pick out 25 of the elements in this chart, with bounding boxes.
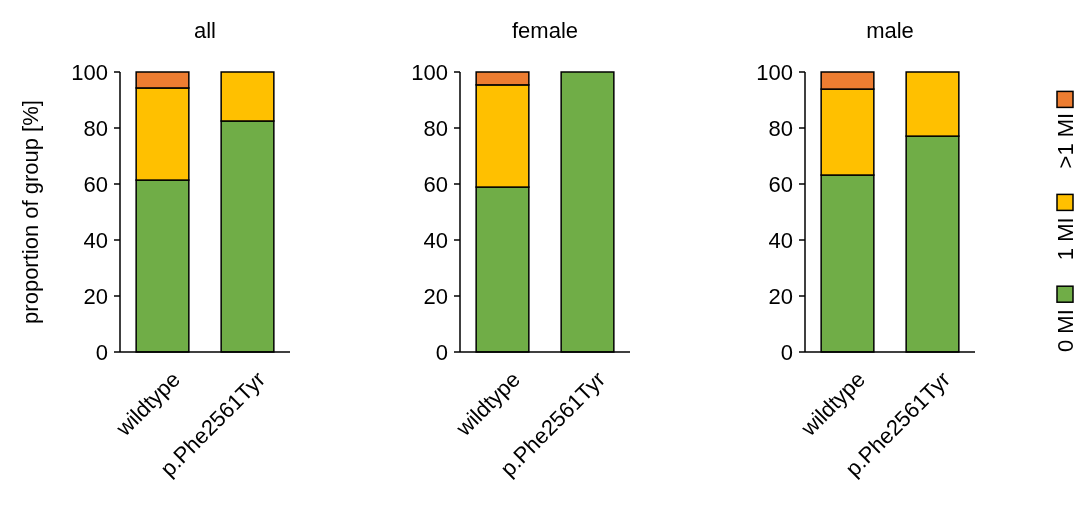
y-tick-label: 100	[71, 59, 108, 85]
chart-title: all	[193, 18, 217, 43]
legend-label: 0 MI	[1052, 309, 1075, 352]
y-tick-label: 80	[83, 115, 108, 141]
y-tick-label: 60	[83, 171, 108, 197]
y-tick-label: 60	[768, 171, 793, 197]
y-axis-title: proportion of group [%]	[18, 100, 43, 324]
y-tick-label: 100	[411, 59, 448, 85]
y-tick-label: 80	[768, 115, 793, 141]
y-tick-label: 40	[83, 227, 108, 253]
chart-title: male	[866, 18, 914, 43]
y-tick-label: 100	[756, 59, 793, 85]
legend-label: >1 MI	[1052, 112, 1075, 169]
y-tick-label: 80	[423, 115, 448, 141]
y-tick-label: 20	[423, 283, 448, 309]
y-tick-label: 60	[423, 171, 448, 197]
y-tick-label: 20	[83, 283, 108, 309]
legend-label: 1 MI	[1052, 217, 1075, 261]
y-tick-label: 0	[780, 339, 793, 365]
y-tick-label: 20	[768, 283, 793, 309]
y-tick-label: 40	[768, 227, 793, 253]
y-tick-label: 0	[95, 339, 108, 365]
chart-title: female	[511, 18, 579, 43]
y-tick-label: 40	[423, 227, 448, 253]
y-tick-label: 0	[435, 339, 448, 365]
